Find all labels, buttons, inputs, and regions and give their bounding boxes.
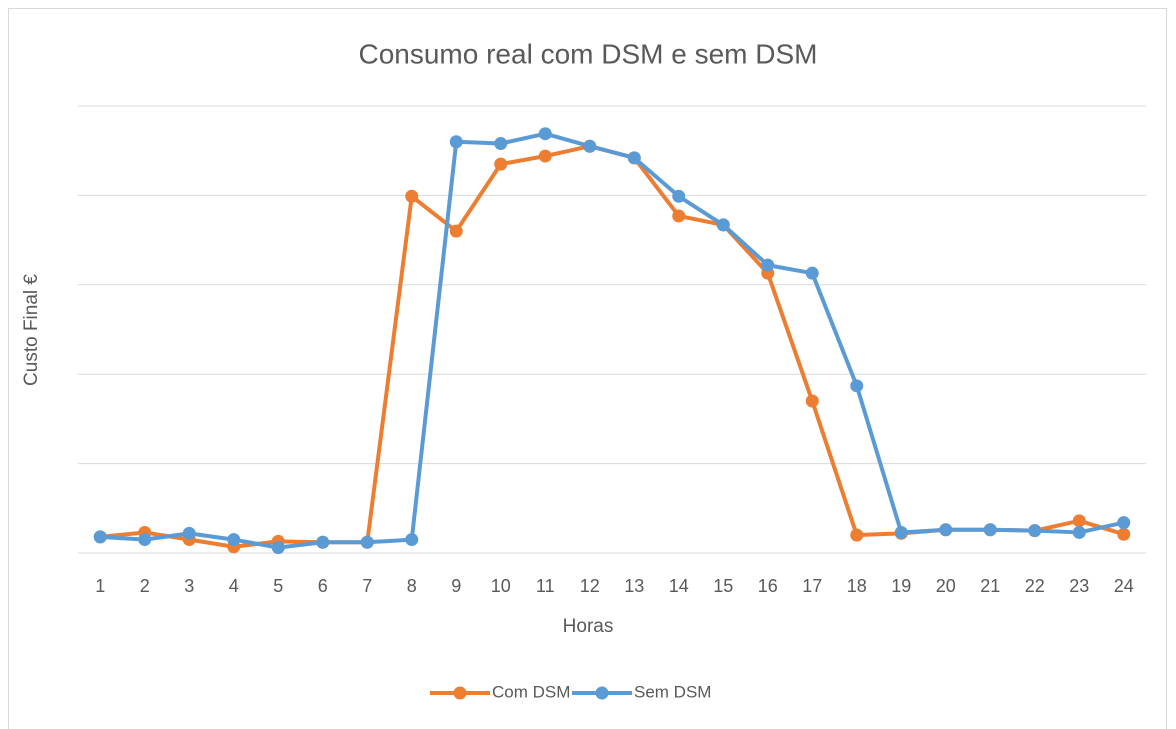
x-tick-label: 19 bbox=[891, 576, 911, 596]
point bbox=[494, 137, 508, 151]
point bbox=[805, 266, 819, 280]
legend-label: Sem DSM bbox=[634, 682, 711, 701]
point bbox=[138, 533, 152, 547]
legend-marker bbox=[453, 686, 467, 700]
point bbox=[538, 127, 552, 141]
x-axis-label: Horas bbox=[563, 616, 614, 637]
point bbox=[983, 523, 997, 537]
point bbox=[227, 533, 241, 547]
point bbox=[405, 189, 419, 203]
x-tick-label: 16 bbox=[758, 576, 778, 596]
point bbox=[182, 526, 196, 540]
point bbox=[538, 149, 552, 163]
x-tick-label: 17 bbox=[802, 576, 822, 596]
point bbox=[271, 541, 285, 555]
point bbox=[1028, 524, 1042, 538]
x-tick-label: 2 bbox=[140, 576, 150, 596]
point bbox=[1117, 516, 1131, 530]
point bbox=[405, 533, 419, 547]
x-tick-label: 11 bbox=[536, 576, 555, 596]
chart-border bbox=[8, 8, 1167, 729]
point bbox=[894, 525, 908, 539]
x-tick-label: 6 bbox=[318, 576, 328, 596]
point bbox=[494, 157, 508, 171]
x-tick-label: 3 bbox=[184, 576, 194, 596]
point bbox=[583, 139, 597, 153]
x-tick-label: 13 bbox=[624, 576, 644, 596]
x-tick-label: 1 bbox=[95, 576, 105, 596]
point bbox=[360, 535, 374, 549]
x-tick-label: 23 bbox=[1069, 576, 1089, 596]
point bbox=[672, 189, 686, 203]
point bbox=[1072, 525, 1086, 539]
point bbox=[716, 218, 730, 232]
point bbox=[1117, 527, 1131, 541]
point bbox=[449, 135, 463, 149]
y-axis-label: Custo Final € bbox=[21, 274, 42, 386]
legend-label: Com DSM bbox=[492, 682, 570, 701]
chart-title: Consumo real com DSM e sem DSM bbox=[358, 38, 817, 69]
point bbox=[939, 523, 953, 537]
point bbox=[93, 530, 107, 544]
x-tick-label: 20 bbox=[936, 576, 956, 596]
x-tick-label: 18 bbox=[847, 576, 867, 596]
x-tick-label: 7 bbox=[362, 576, 372, 596]
x-tick-label: 5 bbox=[273, 576, 283, 596]
point bbox=[850, 528, 864, 542]
x-tick-label: 22 bbox=[1025, 576, 1045, 596]
legend-marker bbox=[595, 686, 609, 700]
x-tick-label: 21 bbox=[980, 576, 1000, 596]
series-line bbox=[100, 131, 1125, 550]
point bbox=[672, 209, 686, 223]
x-tick-label: 14 bbox=[669, 576, 689, 596]
point bbox=[1072, 514, 1086, 528]
x-tick-label: 10 bbox=[491, 576, 511, 596]
point bbox=[316, 535, 330, 549]
x-tick-label: 12 bbox=[580, 576, 600, 596]
point bbox=[627, 151, 641, 165]
x-tick-label: 15 bbox=[713, 576, 733, 596]
x-tick-label: 9 bbox=[451, 576, 461, 596]
point bbox=[805, 394, 819, 408]
point bbox=[761, 258, 775, 272]
x-tick-label: 4 bbox=[229, 576, 239, 596]
x-tick-label: 8 bbox=[407, 576, 417, 596]
point bbox=[850, 379, 864, 393]
point bbox=[449, 224, 463, 238]
x-tick-label: 24 bbox=[1114, 576, 1134, 596]
